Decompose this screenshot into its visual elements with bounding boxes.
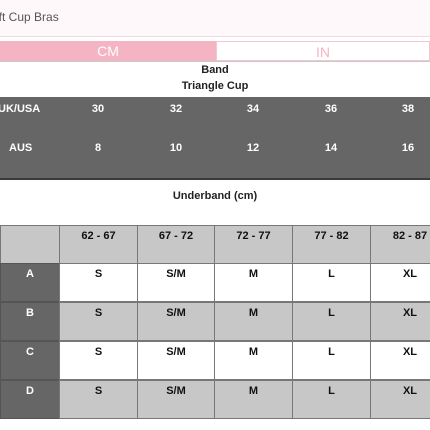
cup-row-label: D	[0, 380, 60, 419]
unit-tabs: CM IN	[0, 41, 430, 61]
size-cell: S/M	[137, 263, 215, 302]
underband-column-header: 67 - 72	[137, 225, 215, 264]
band-cell: 8	[94, 142, 102, 154]
size-cell: L	[292, 302, 371, 341]
band-row-label: UK/USA	[0, 103, 41, 115]
band-cell: 16	[401, 142, 415, 154]
band-cell: 14	[324, 142, 338, 154]
size-cell: L	[292, 263, 371, 302]
cup-row-label: A	[0, 263, 60, 302]
cup-row-label: B	[0, 302, 60, 341]
band-cell: 30	[91, 103, 105, 115]
size-cell: M	[214, 341, 293, 380]
underband-column-header: 62 - 67	[59, 225, 138, 264]
size-cell: XL	[370, 341, 430, 380]
size-cell: S	[59, 341, 138, 380]
size-cell: M	[214, 302, 293, 341]
size-cell: S/M	[137, 302, 215, 341]
size-cell: XL	[370, 302, 430, 341]
band-cell: 38	[401, 103, 415, 115]
size-cell: S	[59, 263, 138, 302]
underband-title: Underband (cm)	[172, 190, 258, 202]
section-divider	[0, 178, 430, 180]
size-cell: L	[292, 341, 371, 380]
band-row-label: AUS	[9, 142, 33, 154]
size-cell: M	[214, 380, 293, 419]
tab-in[interactable]: IN	[216, 41, 430, 61]
band-title: Band	[201, 64, 229, 76]
size-cell: S/M	[137, 341, 215, 380]
band-cell: 32	[169, 103, 183, 115]
band-subtitle: Triangle Cup	[181, 80, 249, 92]
band-cell: 12	[246, 142, 260, 154]
cup-row-label: C	[0, 341, 60, 380]
divider	[0, 61, 430, 62]
size-cell: XL	[370, 380, 430, 419]
top-bar: oft Cup Bras	[0, 0, 430, 37]
underband-column-header: 72 - 77	[214, 225, 293, 264]
tab-cm[interactable]: CM	[0, 41, 216, 61]
underband-column-header: 82 - 87	[370, 225, 430, 264]
band-cell: 34	[246, 103, 260, 115]
size-cell: M	[214, 263, 293, 302]
grid-corner	[0, 225, 60, 264]
size-cell: S	[59, 380, 138, 419]
page-title: oft Cup Bras	[0, 10, 59, 24]
band-cell: 36	[324, 103, 338, 115]
band-table: UK/USA 30 32 34 36 38 AUS 8 10 12 14 16	[0, 97, 430, 178]
underband-column-header: 77 - 82	[292, 225, 371, 264]
size-cell: S	[59, 302, 138, 341]
band-cell: 10	[169, 142, 183, 154]
size-cell: S/M	[137, 380, 215, 419]
size-cell: XL	[370, 263, 430, 302]
size-cell: L	[292, 380, 371, 419]
